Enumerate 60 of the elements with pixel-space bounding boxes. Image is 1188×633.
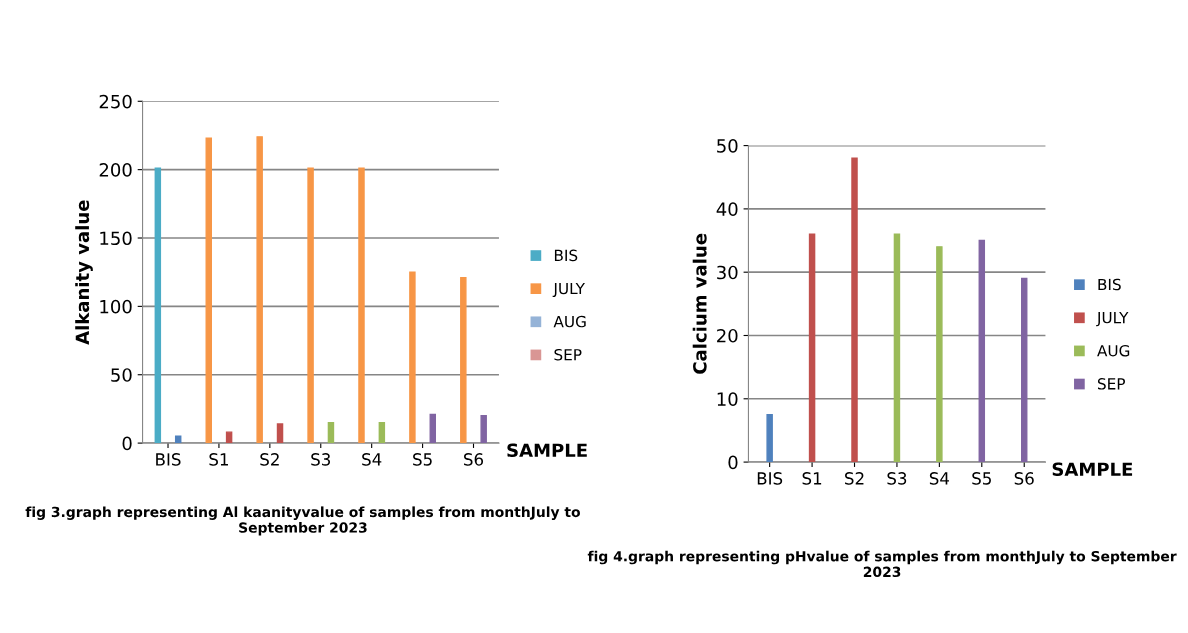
y-axis-title: Alkanity value: [75, 200, 93, 345]
x-tick-label: S6: [1014, 472, 1034, 485]
legend-label: AUG: [1097, 344, 1130, 357]
legend-label: JULY: [1096, 312, 1129, 327]
bar: [205, 137, 212, 444]
y-tick-label: 20: [717, 328, 738, 343]
x-tick-label: S3: [311, 453, 331, 466]
y-tick-label: 10: [717, 392, 738, 406]
y-tick-label: 0: [122, 436, 132, 451]
x-tick-label: BIS: [156, 453, 181, 466]
bar: [460, 276, 467, 444]
bar: [276, 423, 284, 444]
legend-label: JULY: [552, 282, 585, 298]
x-tick-label: S2: [260, 453, 279, 466]
y-tick-label: 50: [717, 139, 738, 153]
bar: [409, 271, 416, 444]
y-tick-label: 50: [111, 368, 132, 382]
y-tick-label: 200: [99, 163, 132, 177]
bar: [154, 167, 162, 444]
legend-label: AUG: [553, 315, 586, 328]
y-tick-label: 100: [100, 299, 132, 314]
legend-label: SEP: [554, 348, 582, 361]
y-tick-label: 0: [728, 455, 738, 470]
y-tick-label: 40: [716, 202, 738, 217]
x-tick-label: S1: [802, 472, 822, 485]
bar: [429, 413, 437, 444]
bar: [256, 136, 263, 444]
y-tick-label: 150: [100, 231, 132, 246]
bar: [307, 167, 314, 444]
bar: [225, 431, 233, 444]
bar: [1020, 277, 1028, 463]
y-axis-title: Calcium value: [692, 233, 707, 374]
bar: [327, 421, 335, 444]
x-tick-label: S2: [845, 472, 864, 485]
legend-label: BIS: [1098, 278, 1121, 291]
x-tick-label: S4: [362, 453, 382, 466]
x-tick-label: S4: [929, 472, 950, 485]
legend-label: SEP: [1097, 378, 1125, 390]
bar: [808, 233, 816, 463]
x-tick-label: S5: [972, 472, 991, 485]
caption: fig 3.graph representing Al kaanityvalue of samples from monthJuly to September 2023: [25, 506, 580, 536]
bar: [893, 233, 901, 463]
bar: [851, 157, 858, 463]
x-axis-title: SAMPLE: [507, 443, 587, 458]
y-tick-label: 30: [717, 265, 738, 280]
bar: [936, 246, 943, 463]
bar: [766, 413, 773, 463]
bar: [978, 239, 986, 463]
caption: fig 4.graph representing pHvalue of samples from monthJuly to September 2023: [587, 550, 1177, 578]
x-tick-label: S1: [209, 453, 228, 466]
bar: [358, 167, 365, 444]
x-tick-label: S3: [887, 472, 907, 485]
x-tick-label: S6: [464, 453, 484, 466]
legend-label: BIS: [554, 249, 578, 262]
x-tick-label: S5: [413, 453, 432, 466]
x-axis-title: SAMPLE: [1052, 462, 1133, 477]
bar: [480, 415, 487, 444]
bar: [378, 421, 386, 444]
y-tick-label: 250: [99, 94, 132, 109]
x-tick-label: BIS: [757, 472, 783, 485]
